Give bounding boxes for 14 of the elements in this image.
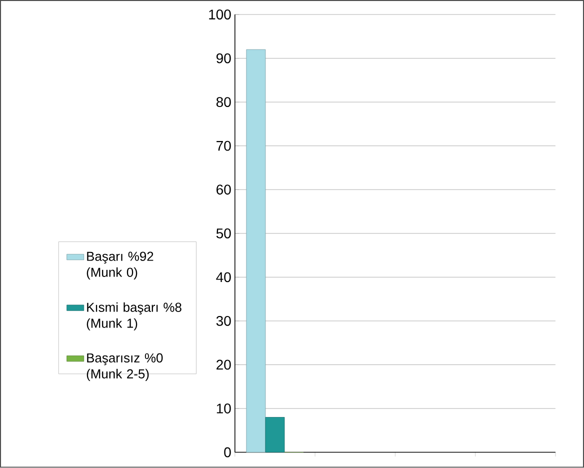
legend-label: Başarısız %0 (Munk 2-5) [86, 353, 163, 382]
y-tick-label: 30 [216, 316, 231, 326]
y-tick-label: 60 [216, 184, 231, 195]
y-tick-label: 70 [216, 140, 231, 151]
y-tick-label: 10 [216, 404, 231, 414]
y-tick-label: 100 [209, 10, 231, 20]
legend-label: Kısmi başarı %8 (Munk 1) [86, 302, 182, 331]
y-tick-label: 90 [216, 53, 231, 64]
legend-label: Başarı %92 (Munk 0) [86, 252, 154, 280]
y-tick-label: 0 [224, 447, 231, 458]
y-tick-label: 80 [216, 97, 231, 108]
y-tick-label: 50 [216, 228, 231, 238]
y-tick-label: 20 [216, 360, 231, 370]
y-tick-label: 40 [216, 272, 231, 282]
